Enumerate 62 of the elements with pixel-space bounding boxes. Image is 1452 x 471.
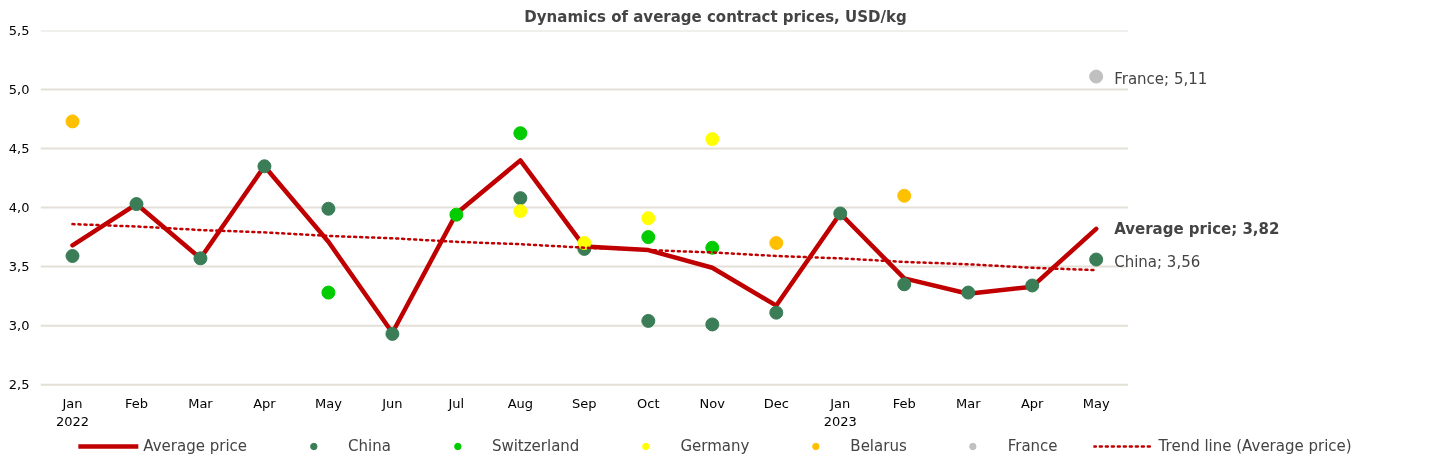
data-label: France; 5,11 [1114, 69, 1208, 88]
point [321, 201, 336, 216]
x-tick-label: Apr [1020, 395, 1045, 411]
point [577, 236, 592, 250]
point [641, 211, 656, 226]
x-tick-label: Aug [507, 395, 534, 411]
point [641, 230, 656, 245]
point [897, 188, 912, 203]
y-tick-label: 4,0 [8, 200, 30, 216]
point [1089, 252, 1104, 267]
x-tick-label: Mar [955, 395, 982, 411]
y-tick-label: 3,0 [8, 318, 30, 334]
point [705, 317, 720, 332]
x-tick-label: Dec [763, 395, 789, 411]
point [961, 285, 976, 300]
point [1025, 278, 1040, 293]
point [1089, 69, 1104, 84]
legend-label: China [348, 437, 391, 455]
y-tick-label: 5,0 [8, 82, 30, 98]
point [833, 206, 848, 221]
point [321, 285, 336, 300]
point [129, 197, 144, 212]
y-tick-label: 3,5 [8, 259, 30, 275]
legend-label: Average price [143, 437, 248, 455]
point [513, 204, 528, 219]
point [769, 236, 784, 250]
point [65, 114, 80, 129]
point [513, 126, 528, 141]
legend-label: Switzerland [491, 437, 580, 455]
data-label: Average price; 3,82 [1114, 219, 1280, 238]
point [513, 191, 528, 206]
data-label: China; 3,56 [1114, 252, 1201, 271]
x-tick-label: Jul [447, 395, 465, 411]
y-tick-label: 4,5 [8, 141, 30, 157]
legend-label: Trend line (Average price) [1158, 437, 1352, 455]
x-tick-label: Feb [892, 395, 916, 411]
legend-label: Belarus [850, 437, 907, 455]
point [385, 326, 400, 341]
x-tick-label: Apr [253, 395, 277, 411]
x-tick-label: Jan 2022 [55, 395, 90, 429]
legend-label: Germany [680, 437, 750, 455]
point [65, 249, 80, 263]
point [705, 132, 720, 147]
legend-label: France [1007, 437, 1058, 455]
point [193, 251, 208, 266]
point [641, 313, 656, 328]
x-tick-label: Mar [188, 395, 214, 411]
x-tick-label: May [1082, 395, 1110, 411]
y-tick-label: 2,5 [8, 377, 30, 393]
x-tick-label: May [314, 395, 343, 411]
point [257, 159, 272, 174]
chart-title: Dynamics of average contract prices, USD/kg [524, 7, 907, 26]
x-tick-label: Sep [572, 395, 597, 411]
point [769, 305, 784, 320]
y-tick-label: 5,5 [8, 23, 30, 38]
x-tick-label: Feb [124, 395, 148, 411]
x-tick-label: Jun [381, 395, 403, 411]
x-tick-label: Nov [699, 395, 726, 411]
point [897, 277, 912, 292]
x-tick-label: Jan 2023 [823, 395, 857, 429]
point [449, 207, 464, 222]
x-tick-label: Oct [637, 395, 660, 411]
